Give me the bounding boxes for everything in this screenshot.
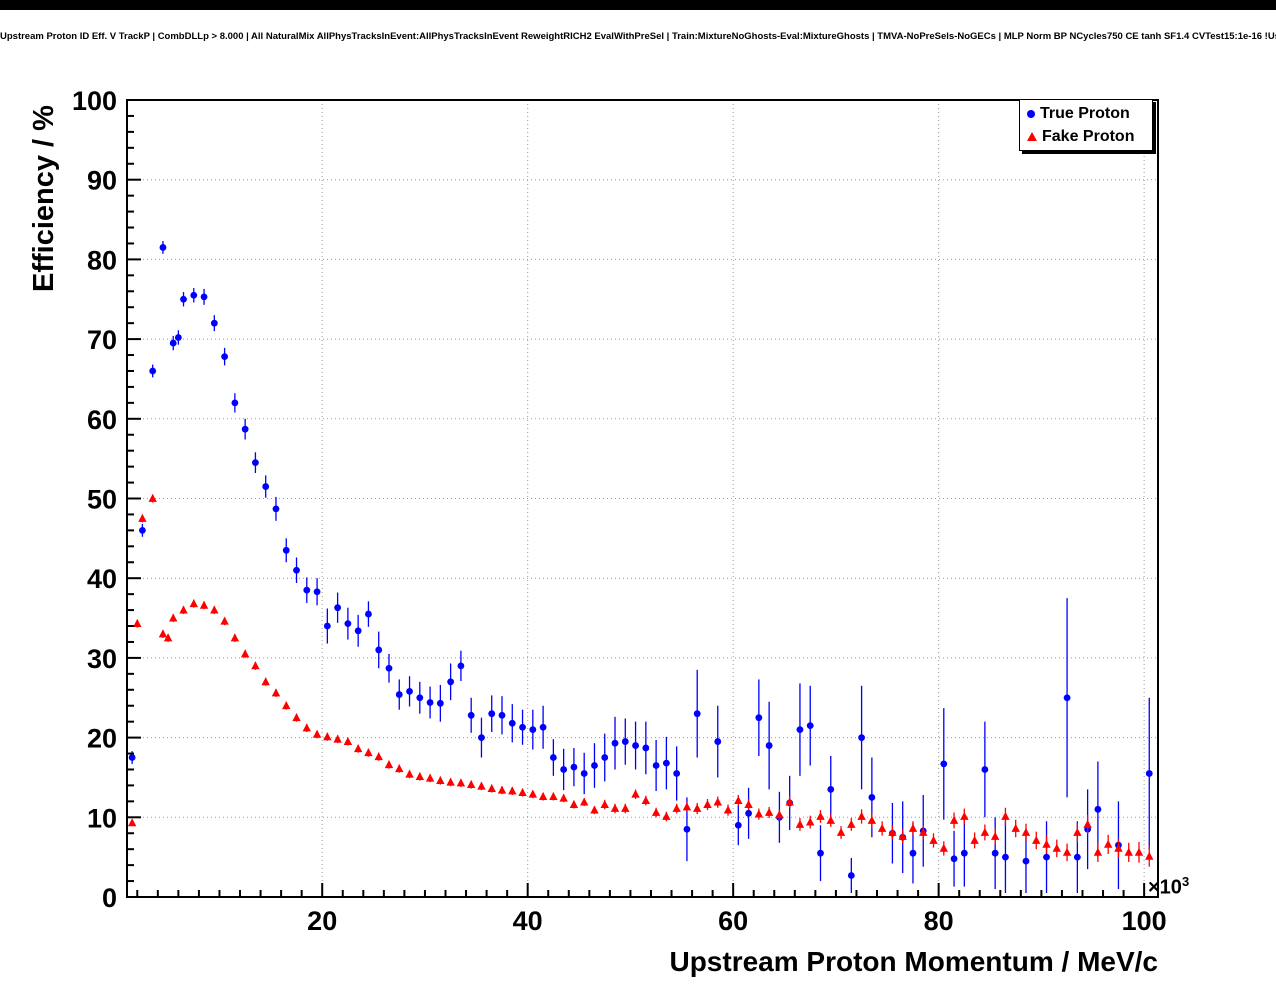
plot-title: Upstream Proton ID Eff. V TrackP | CombD… <box>0 31 1276 42</box>
svg-text:90: 90 <box>87 166 117 196</box>
svg-text:60: 60 <box>718 906 748 936</box>
svg-text:60: 60 <box>87 405 117 435</box>
fake-proton-marker-icon <box>1027 132 1037 141</box>
svg-text:0: 0 <box>102 883 117 913</box>
svg-text:100: 100 <box>1122 906 1167 936</box>
svg-text:10: 10 <box>87 803 117 833</box>
svg-text:80: 80 <box>87 245 117 275</box>
legend-entry-fake-proton: Fake Proton <box>1020 125 1152 148</box>
exponent-base: ×10 <box>1148 876 1182 899</box>
svg-text:80: 80 <box>924 906 954 936</box>
svg-text:70: 70 <box>87 325 117 355</box>
true-proton-marker-icon <box>1027 109 1035 118</box>
svg-text:20: 20 <box>307 906 337 936</box>
svg-text:40: 40 <box>87 564 117 594</box>
svg-text:100: 100 <box>72 86 117 116</box>
legend: True Proton Fake Proton <box>1019 99 1153 151</box>
legend-entry-true-proton: True Proton <box>1020 102 1152 125</box>
exponent-power: 3 <box>1181 874 1190 889</box>
svg-text:30: 30 <box>87 644 117 674</box>
legend-label: Fake Proton <box>1042 127 1135 145</box>
svg-text:50: 50 <box>87 485 117 515</box>
legend-label: True Proton <box>1040 104 1130 122</box>
svg-text:40: 40 <box>513 906 543 936</box>
svg-text:20: 20 <box>87 724 117 754</box>
window-top-bar <box>0 0 1276 10</box>
x-axis-exponent: ×103 <box>1148 874 1189 900</box>
x-axis-title: Upstream Proton Momentum / MeV/c <box>669 946 1158 977</box>
